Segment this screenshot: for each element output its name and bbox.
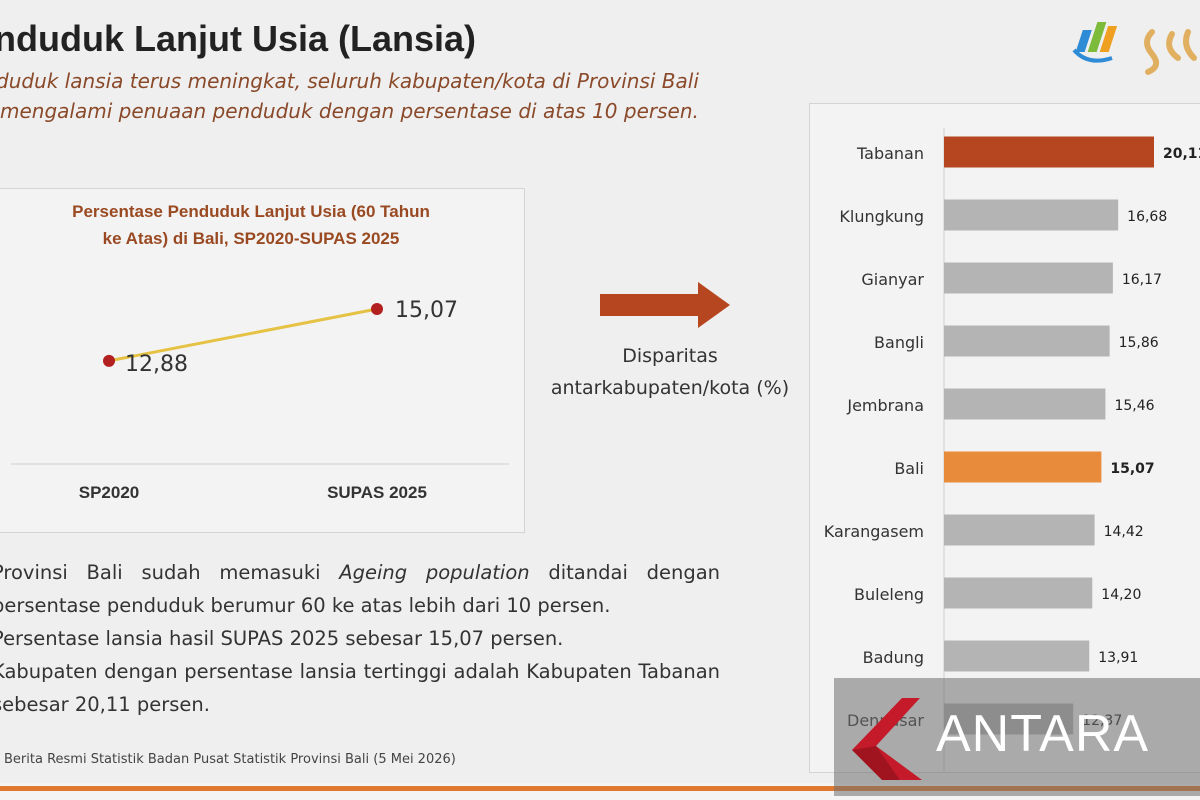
series-line [108, 307, 378, 363]
key-point-1-text-a: Provinsi Bali sudah memasuki [0, 561, 340, 584]
category-label-gianyar: Gianyar [861, 270, 924, 289]
bar-bali [944, 451, 1102, 483]
bar-chart-card: Tabanan 20,11 Klungkung 16,68 Gianyar 16,17 Ba… [809, 103, 1200, 773]
bar-bangli [944, 325, 1110, 357]
subtitle-line-2: mengalami penuaan penduduk dengan persen… [0, 99, 699, 123]
key-points-list: Provinsi Bali sudah memasuki Ageing popu… [0, 556, 720, 721]
category-label-bangli: Bangli [874, 333, 924, 352]
category-label-buleleng: Buleleng [854, 585, 924, 604]
bar-karangasem [944, 514, 1095, 546]
value-label-bali: 15,07 [1110, 461, 1154, 477]
key-point-3: Kabupaten dengan persentase lansia terti… [0, 655, 720, 721]
key-point-1: Provinsi Bali sudah memasuki Ageing popu… [0, 556, 720, 622]
bar-jembrana [944, 388, 1106, 420]
key-point-1-emphasis: Ageing population [339, 561, 530, 584]
value-label-bangli: 15,86 [1119, 335, 1159, 351]
disparity-label-line-2: antarkabupaten/kota (%) [550, 377, 790, 399]
antara-watermark-text: ANTARA [936, 705, 1150, 763]
data-point-supas2025 [371, 303, 383, 316]
bps-logo-icon [1072, 22, 1197, 75]
category-label-karangasem: Karangasem [824, 522, 924, 541]
data-point-sp2020 [103, 354, 115, 367]
key-point-2: Persentase lansia hasil SUPAS 2025 sebes… [0, 622, 720, 655]
value-label-buleleng: 14,20 [1101, 587, 1141, 603]
bar-tabanan [944, 136, 1154, 168]
line-chart-title-2: ke Atas) di Bali, SP2020-SUPAS 2025 [103, 229, 400, 248]
slide-title: nduduk Lanjut Usia (Lansia) [0, 18, 477, 59]
data-label-supas2025: 15,07 [395, 298, 458, 323]
value-label-badung: 13,91 [1098, 650, 1138, 666]
disparity-label: Disparitas antarkabupaten/kota (%) [530, 340, 810, 404]
category-label-tabanan: Tabanan [856, 144, 924, 163]
x-tick-label-supas2025: SUPAS 2025 [327, 483, 427, 502]
bar-buleleng [944, 577, 1093, 609]
value-label-jembrana: 15,46 [1114, 398, 1154, 414]
value-label-gianyar: 16,17 [1122, 272, 1162, 288]
x-tick-label-sp2020: SP2020 [79, 483, 140, 502]
bar-klungkung [944, 199, 1119, 231]
category-label-badung: Badung [863, 648, 924, 667]
value-label-klungkung: 16,68 [1127, 209, 1167, 225]
category-label-jembrana: Jembrana [846, 396, 924, 415]
line-chart-title-1: Persentase Penduduk Lanjut Usia (60 Tahu… [72, 202, 430, 221]
antara-watermark: ANTARA [834, 678, 1200, 796]
data-label-sp2020: 12,88 [125, 352, 188, 377]
arrow-right-icon [600, 282, 730, 328]
disparity-label-line-1: Disparitas [622, 345, 718, 367]
bar-gianyar [944, 262, 1113, 294]
slide-subtitle: duduk lansia terus meningkat, seluruh ka… [0, 66, 699, 126]
antara-logo-icon [852, 698, 922, 780]
subtitle-line-1: duduk lansia terus meningkat, seluruh ka… [0, 69, 699, 93]
key-point-3-text: Kabupaten dengan persentase lansia terti… [0, 660, 720, 716]
line-chart-card: Persentase Penduduk Lanjut Usia (60 Tahu… [0, 188, 525, 533]
value-label-karangasem: 14,42 [1104, 524, 1144, 540]
bar-chart: Tabanan 20,11 Klungkung 16,68 Gianyar 16,17 Ba… [824, 128, 1200, 772]
source-note: Berita Resmi Statistik Badan Pusat Stati… [4, 752, 456, 767]
key-point-1-text-b: ditandai dengan persentase penduduk beru… [0, 561, 721, 617]
value-label-tabanan: 20,11 [1163, 146, 1200, 162]
key-point-2-text: Persentase lansia hasil SUPAS 2025 sebes… [0, 627, 564, 650]
category-label-klungkung: Klungkung [839, 207, 924, 226]
bottom-strip [0, 786, 1200, 791]
bar-badung [944, 640, 1090, 672]
line-chart: Persentase Penduduk Lanjut Usia (60 Tahu… [11, 202, 509, 502]
category-label-bali: Bali [894, 459, 924, 478]
